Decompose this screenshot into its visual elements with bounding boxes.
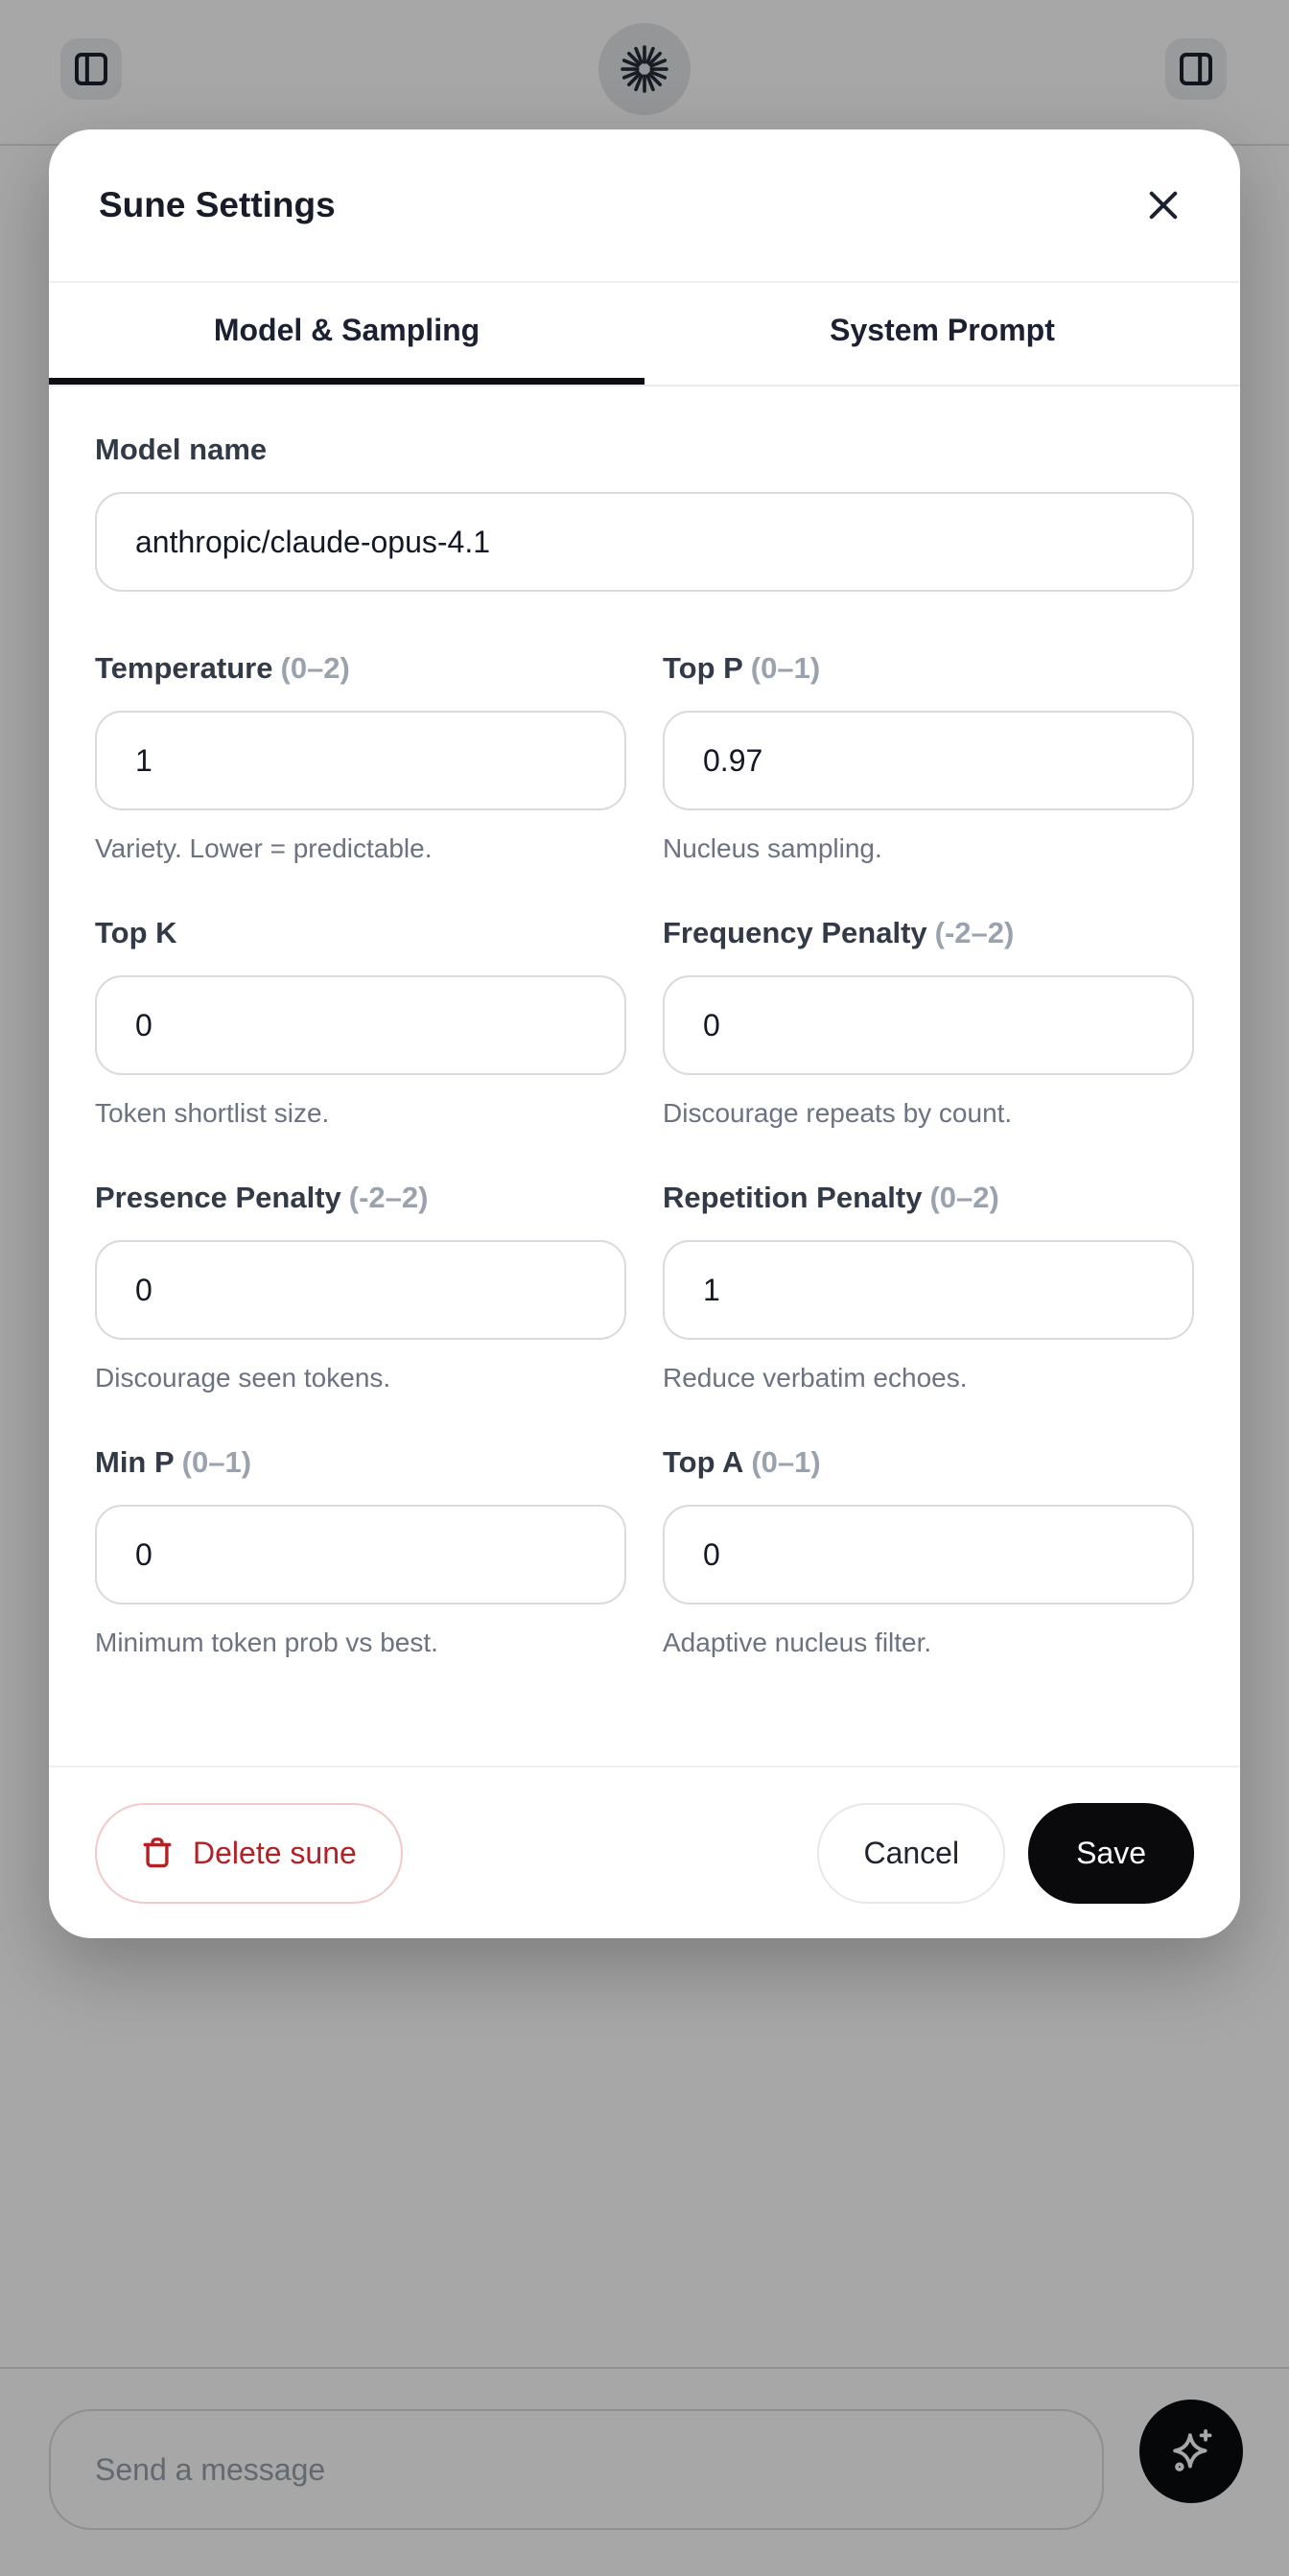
message-composer-bar: [0, 2367, 1289, 2576]
field-hint: Discourage seen tokens.: [95, 1363, 391, 1393]
field-presence-penalty: Presence Penalty(-2–2) Discourage seen t…: [95, 1181, 626, 1393]
panel-right-icon: [1177, 50, 1215, 88]
field-top-p: Top P(0–1) Nucleus sampling.: [663, 651, 1194, 864]
field-label: Top A (0–1): [663, 1445, 1194, 1480]
field-label-text: Top P: [663, 651, 743, 685]
field-min-p: Min P(0–1) Minimum token prob vs best.: [95, 1445, 626, 1658]
app-logo-button[interactable]: [598, 23, 691, 115]
field-range: (0–2): [929, 1181, 999, 1214]
tab-system-prompt[interactable]: System Prompt: [644, 283, 1240, 385]
field-label: Model name: [95, 433, 1194, 467]
field-hint: Variety. Lower = predictable.: [95, 833, 433, 863]
field-label: Repetition Penalty (0–2): [663, 1181, 1194, 1215]
sampling-fields-grid: Temperature(0–2) Variety. Lower = predic…: [95, 651, 1194, 1658]
sidebar-toggle-button[interactable]: [60, 38, 122, 100]
field-label-text: Top A: [663, 1445, 744, 1479]
repetition-penalty-input[interactable]: [663, 1240, 1194, 1340]
field-label: Temperature (0–2): [95, 651, 626, 686]
dialog-body: Model name Temperature(0–2) Variety. Low…: [49, 386, 1240, 1766]
field-hint: Discourage repeats by count.: [663, 1098, 1013, 1128]
field-label-text: Presence Penalty: [95, 1181, 341, 1214]
field-label-text: Model name: [95, 433, 268, 466]
field-hint: Nucleus sampling.: [663, 833, 882, 863]
delete-button-label: Delete sune: [193, 1835, 357, 1870]
settings-tabs: Model & Sampling System Prompt: [49, 283, 1240, 386]
sparkle-plus-icon: [1165, 2425, 1217, 2477]
field-label: Top P (0–1): [663, 651, 1194, 686]
temperature-input[interactable]: [95, 711, 626, 810]
dialog-header: Sune Settings: [49, 129, 1240, 283]
save-button[interactable]: Save: [1028, 1802, 1194, 1904]
field-label-text: Top K: [95, 916, 177, 949]
field-range: (0–1): [750, 651, 821, 685]
field-range: (0–2): [280, 651, 350, 685]
dialog-footer: Delete sune Cancel Save: [49, 1766, 1240, 1938]
field-range: (0–1): [751, 1445, 821, 1479]
field-label: Frequency Penalty (-2–2): [663, 916, 1194, 950]
cancel-button[interactable]: Cancel: [817, 1802, 1006, 1904]
field-label-text: Min P: [95, 1445, 175, 1479]
top-p-input[interactable]: [663, 711, 1194, 810]
field-label-text: Frequency Penalty: [663, 916, 927, 949]
presence-penalty-input[interactable]: [95, 1240, 626, 1340]
field-hint: Token shortlist size.: [95, 1098, 330, 1128]
trash-icon: [141, 1837, 174, 1869]
field-hint: Minimum token prob vs best.: [95, 1628, 438, 1657]
field-model-name: Model name: [95, 433, 1194, 592]
send-message-button[interactable]: [1139, 2400, 1243, 2503]
right-panel-toggle-button[interactable]: [1165, 38, 1227, 100]
field-hint: Reduce verbatim echoes.: [663, 1363, 968, 1393]
min-p-input[interactable]: [95, 1505, 626, 1604]
dialog-title: Sune Settings: [99, 185, 336, 224]
field-temperature: Temperature(0–2) Variety. Lower = predic…: [95, 651, 626, 864]
close-icon: [1143, 185, 1184, 225]
field-hint: Adaptive nucleus filter.: [663, 1628, 932, 1657]
field-label-text: Repetition Penalty: [663, 1181, 923, 1214]
field-range: (-2–2): [348, 1181, 429, 1214]
panel-left-icon: [72, 50, 110, 88]
top-k-input[interactable]: [95, 975, 626, 1075]
field-top-a: Top A(0–1) Adaptive nucleus filter.: [663, 1445, 1194, 1658]
message-input[interactable]: [49, 2409, 1104, 2530]
field-range: (0–1): [181, 1445, 252, 1479]
field-label: Top K: [95, 916, 626, 950]
top-bar: [0, 0, 1289, 146]
field-range: (-2–2): [934, 916, 1015, 949]
field-label: Presence Penalty (-2–2): [95, 1181, 626, 1215]
model-name-input[interactable]: [95, 492, 1194, 592]
top-a-input[interactable]: [663, 1505, 1194, 1604]
field-top-k: Top K Token shortlist size.: [95, 916, 626, 1129]
delete-sune-button[interactable]: Delete sune: [95, 1802, 403, 1904]
tab-model-sampling[interactable]: Model & Sampling: [49, 283, 644, 385]
field-label: Min P (0–1): [95, 1445, 626, 1480]
close-button[interactable]: [1137, 178, 1190, 232]
field-repetition-penalty: Repetition Penalty(0–2) Reduce verbatim …: [663, 1181, 1194, 1393]
starburst-icon: [617, 41, 672, 97]
sune-settings-dialog: Sune Settings Model & Sampling System Pr…: [49, 129, 1240, 1938]
field-frequency-penalty: Frequency Penalty(-2–2) Discourage repea…: [663, 916, 1194, 1129]
field-label-text: Temperature: [95, 651, 273, 685]
frequency-penalty-input[interactable]: [663, 975, 1194, 1075]
